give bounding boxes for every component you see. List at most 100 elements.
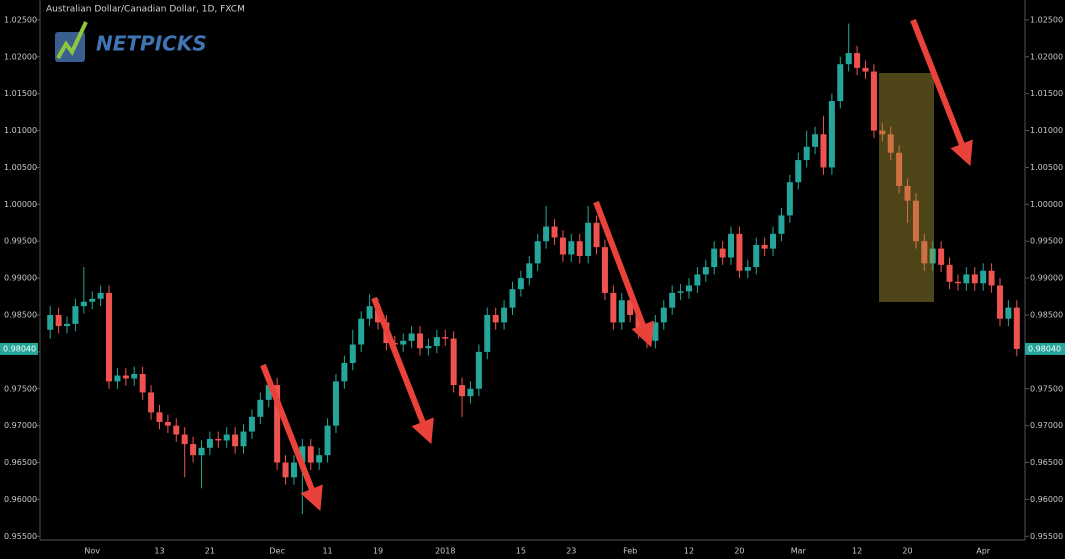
candle-body — [131, 374, 138, 379]
x-tick-label: 12 — [852, 547, 862, 556]
candle-body — [812, 134, 819, 147]
y-tick-label: 0.95500 — [4, 532, 37, 541]
x-tick-label: 2018 — [435, 547, 455, 556]
chart-title: Australian Dollar/Canadian Dollar, 1D, F… — [46, 5, 245, 15]
candle-body — [408, 333, 415, 341]
x-tick-label: Mar — [791, 547, 807, 556]
x-tick-label: 15 — [516, 547, 526, 556]
last-price-box — [1025, 342, 1065, 355]
candle-body — [332, 381, 339, 426]
candle-body — [316, 455, 323, 463]
candle-body — [585, 222, 592, 256]
y-tick-label: 0.97500 — [4, 384, 37, 393]
candle-body — [795, 160, 802, 183]
candle-body — [879, 130, 886, 135]
candle-body — [862, 67, 869, 72]
candle-body — [223, 434, 230, 441]
arrow — [260, 363, 323, 512]
logo-arrow — [56, 21, 88, 59]
candle-body — [324, 425, 331, 456]
candle-body — [89, 298, 96, 302]
x-tick-label: 11 — [322, 547, 332, 556]
candle-body — [996, 285, 1003, 319]
logo: NETPICKS — [55, 21, 207, 62]
candle-body — [232, 434, 239, 447]
candle-body — [366, 306, 373, 319]
candle-body — [912, 200, 919, 242]
candle-body — [954, 281, 961, 284]
candle-body — [896, 152, 903, 186]
candle-body — [946, 264, 953, 282]
x-tick-label: 13 — [154, 547, 164, 556]
candle-body — [963, 274, 970, 284]
y-tick-label: 0.98500 — [1030, 311, 1063, 320]
x-tick-label: Nov — [84, 547, 100, 556]
candle-body — [190, 444, 197, 456]
candle-body — [459, 385, 466, 397]
candle-body — [938, 248, 945, 265]
arrow — [910, 18, 973, 167]
candle-body — [64, 323, 71, 327]
x-tick-label: 19 — [373, 547, 383, 556]
candle-body — [904, 185, 911, 201]
candle-body — [551, 226, 558, 238]
candle-body — [534, 241, 541, 264]
candle-body — [341, 362, 348, 382]
candle-body — [417, 333, 424, 349]
x-tick-label: 20 — [902, 547, 912, 556]
last-price-box — [0, 342, 38, 355]
candle-body — [400, 340, 407, 345]
candle-body — [929, 248, 936, 264]
candle-body — [837, 64, 844, 102]
y-tick-label: 0.97500 — [1030, 384, 1063, 393]
candle-body — [803, 146, 810, 161]
y-tick-label: 0.97000 — [4, 421, 37, 430]
candle-body — [509, 289, 516, 308]
candle-body — [845, 53, 852, 65]
candle-body — [559, 237, 566, 255]
y-tick-label: 0.97000 — [1030, 421, 1063, 430]
candle-body — [206, 438, 213, 448]
candle-body — [854, 53, 861, 68]
y-tick-label: 1.01000 — [4, 126, 37, 135]
candle-body — [618, 300, 625, 323]
x-tick-label: 20 — [734, 547, 744, 556]
candle-body — [80, 301, 87, 307]
candle-body — [543, 226, 550, 242]
candle-body — [669, 292, 676, 308]
candle-body — [114, 375, 121, 382]
candle-body — [601, 247, 608, 293]
x-tick-label: Apr — [976, 547, 991, 556]
y-tick-label: 0.99000 — [1030, 274, 1063, 283]
y-tick-label: 1.02500 — [4, 15, 37, 24]
candle-body — [265, 385, 272, 400]
candle-body — [173, 425, 180, 435]
candle-body — [761, 244, 768, 249]
candle-body — [148, 392, 155, 413]
candle-body — [921, 241, 928, 264]
x-tick-label: 12 — [684, 547, 694, 556]
candle-body — [139, 374, 146, 393]
y-tick-label: 0.99500 — [4, 237, 37, 246]
candle-body — [47, 315, 54, 330]
candle-body — [307, 446, 314, 463]
candle-body — [492, 315, 499, 323]
candle-body — [728, 233, 735, 258]
candle-body — [282, 462, 289, 478]
arrows — [260, 18, 973, 512]
candle-body — [274, 385, 281, 463]
candle-body — [770, 233, 777, 249]
candle-body — [164, 421, 171, 426]
y-tick-label: 1.01500 — [1030, 89, 1063, 98]
candle-body — [736, 233, 743, 271]
candle-body — [484, 315, 491, 352]
candle-body — [627, 300, 634, 315]
y-tick-label: 1.02500 — [1030, 15, 1063, 24]
x-tick-label: 23 — [566, 547, 576, 556]
candle-body — [660, 307, 667, 323]
candle-body — [290, 462, 297, 478]
candle-body — [450, 338, 457, 386]
y-tick-label: 0.98500 — [4, 311, 37, 320]
y-tick-label: 0.96500 — [4, 458, 37, 467]
